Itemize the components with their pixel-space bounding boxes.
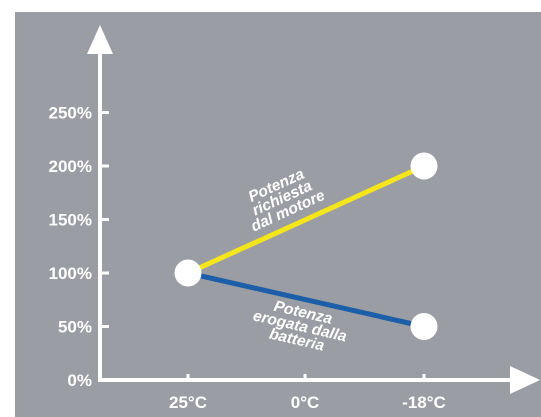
- x-axis-arrow: [510, 366, 540, 394]
- x-tick-label: 25°C: [169, 393, 207, 412]
- y-tick-label: 200%: [49, 157, 92, 176]
- chart-background: [15, 12, 541, 417]
- y-tick-label: 250%: [49, 104, 92, 123]
- x-tick-label: 0°C: [291, 393, 320, 412]
- series-lines: [185, 163, 427, 329]
- y-axis-ticks: 0% 50% 100% 150% 200% 250%: [49, 104, 109, 390]
- y-tick-label: 150%: [49, 211, 92, 230]
- data-point-markers: [174, 152, 438, 340]
- data-point: [410, 152, 438, 180]
- series-label-1: Potenzaerogata dallabatteria: [248, 294, 352, 359]
- series-line-0: [185, 163, 427, 276]
- series-line-1: [185, 270, 427, 329]
- data-point: [174, 259, 202, 287]
- y-axis-arrow: [87, 25, 113, 54]
- x-tick-label: -18°C: [402, 393, 446, 412]
- y-tick-label: 0%: [67, 371, 92, 390]
- y-tick-label: 100%: [49, 264, 92, 283]
- data-point: [410, 313, 438, 340]
- y-tick-label: 50%: [58, 318, 92, 337]
- x-axis-ticks: 25°C 0°C -18°C: [169, 374, 446, 412]
